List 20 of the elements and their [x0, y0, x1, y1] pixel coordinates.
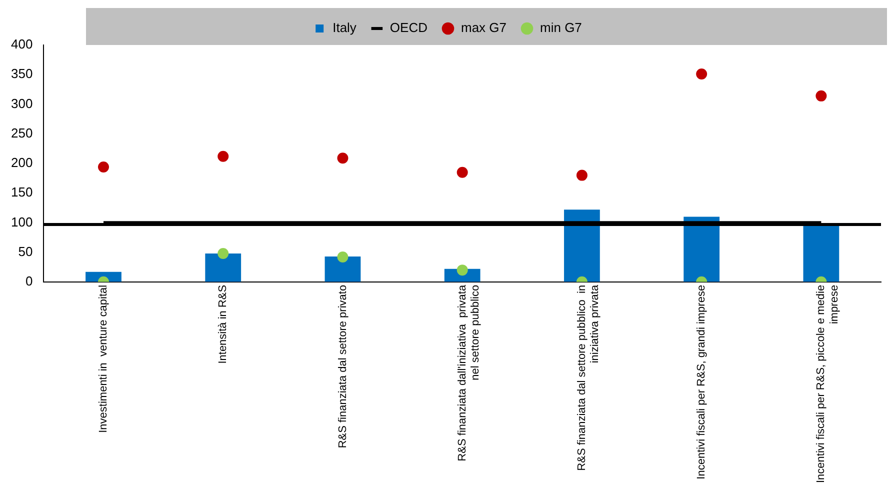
- y-tick-label: 300: [10, 96, 33, 111]
- y-tick-label: 100: [10, 214, 33, 230]
- x-tick-label: R&S finanziata dall'iniziativa privata nel settore pubblico: [456, 284, 482, 462]
- x-tick-label: R&S finanziata dal settore privato: [336, 284, 349, 448]
- legend-label: OECD: [390, 20, 428, 36]
- x-tick-label: Intensità in R&S: [217, 284, 230, 364]
- legend-label: min G7: [540, 20, 582, 36]
- x-tick-label: Incentivi fiscali per R&S, piccole e medie imprese: [815, 284, 840, 484]
- x-tick-label: R&S finanziata dal settore pubblico in iniziativa privata: [576, 284, 602, 471]
- y-tick-label: 150: [10, 184, 33, 200]
- x-tick-label: Incentivi fiscali per R&S, grandi imprese: [696, 284, 708, 480]
- y-tick-label: 200: [10, 155, 33, 170]
- y-tick-label: 50: [18, 244, 33, 259]
- x-tick-label: Investimenti in venture capital: [98, 284, 110, 433]
- y-tick-label: 250: [10, 125, 33, 140]
- y-tick-label: 350: [10, 66, 33, 82]
- y-tick-label: 0: [25, 273, 33, 288]
- legend-label: max G7: [460, 20, 507, 36]
- legend-label: Italy: [332, 20, 357, 36]
- y-tick-label: 400: [10, 36, 33, 52]
